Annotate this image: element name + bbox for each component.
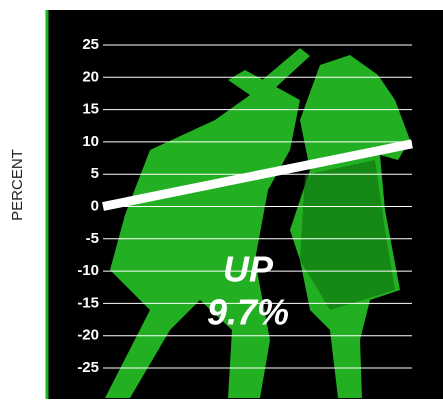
y-tick-label: -5 (86, 230, 99, 247)
y-tick-label: 10 (82, 133, 99, 150)
y-tick-label: 15 (82, 101, 99, 118)
y-tick-label: 20 (82, 68, 99, 85)
annotation: UP (223, 249, 274, 290)
y-tick-label: 5 (91, 165, 99, 182)
y-axis-label: PERCENT (9, 149, 26, 221)
y-tick-label: -20 (77, 327, 99, 344)
y-tick-label: 0 (91, 197, 99, 214)
y-tick-label: -10 (77, 262, 99, 279)
y-tick-label: -15 (77, 294, 99, 311)
y-tick-label: -25 (77, 359, 99, 376)
annotation: 9.7% (207, 292, 289, 333)
chart: PERCENT 25 20 15 10 5 0 -5 -10 -15 -20 -25 UP9.7% (0, 0, 443, 404)
y-tick-label: 25 (82, 36, 99, 53)
